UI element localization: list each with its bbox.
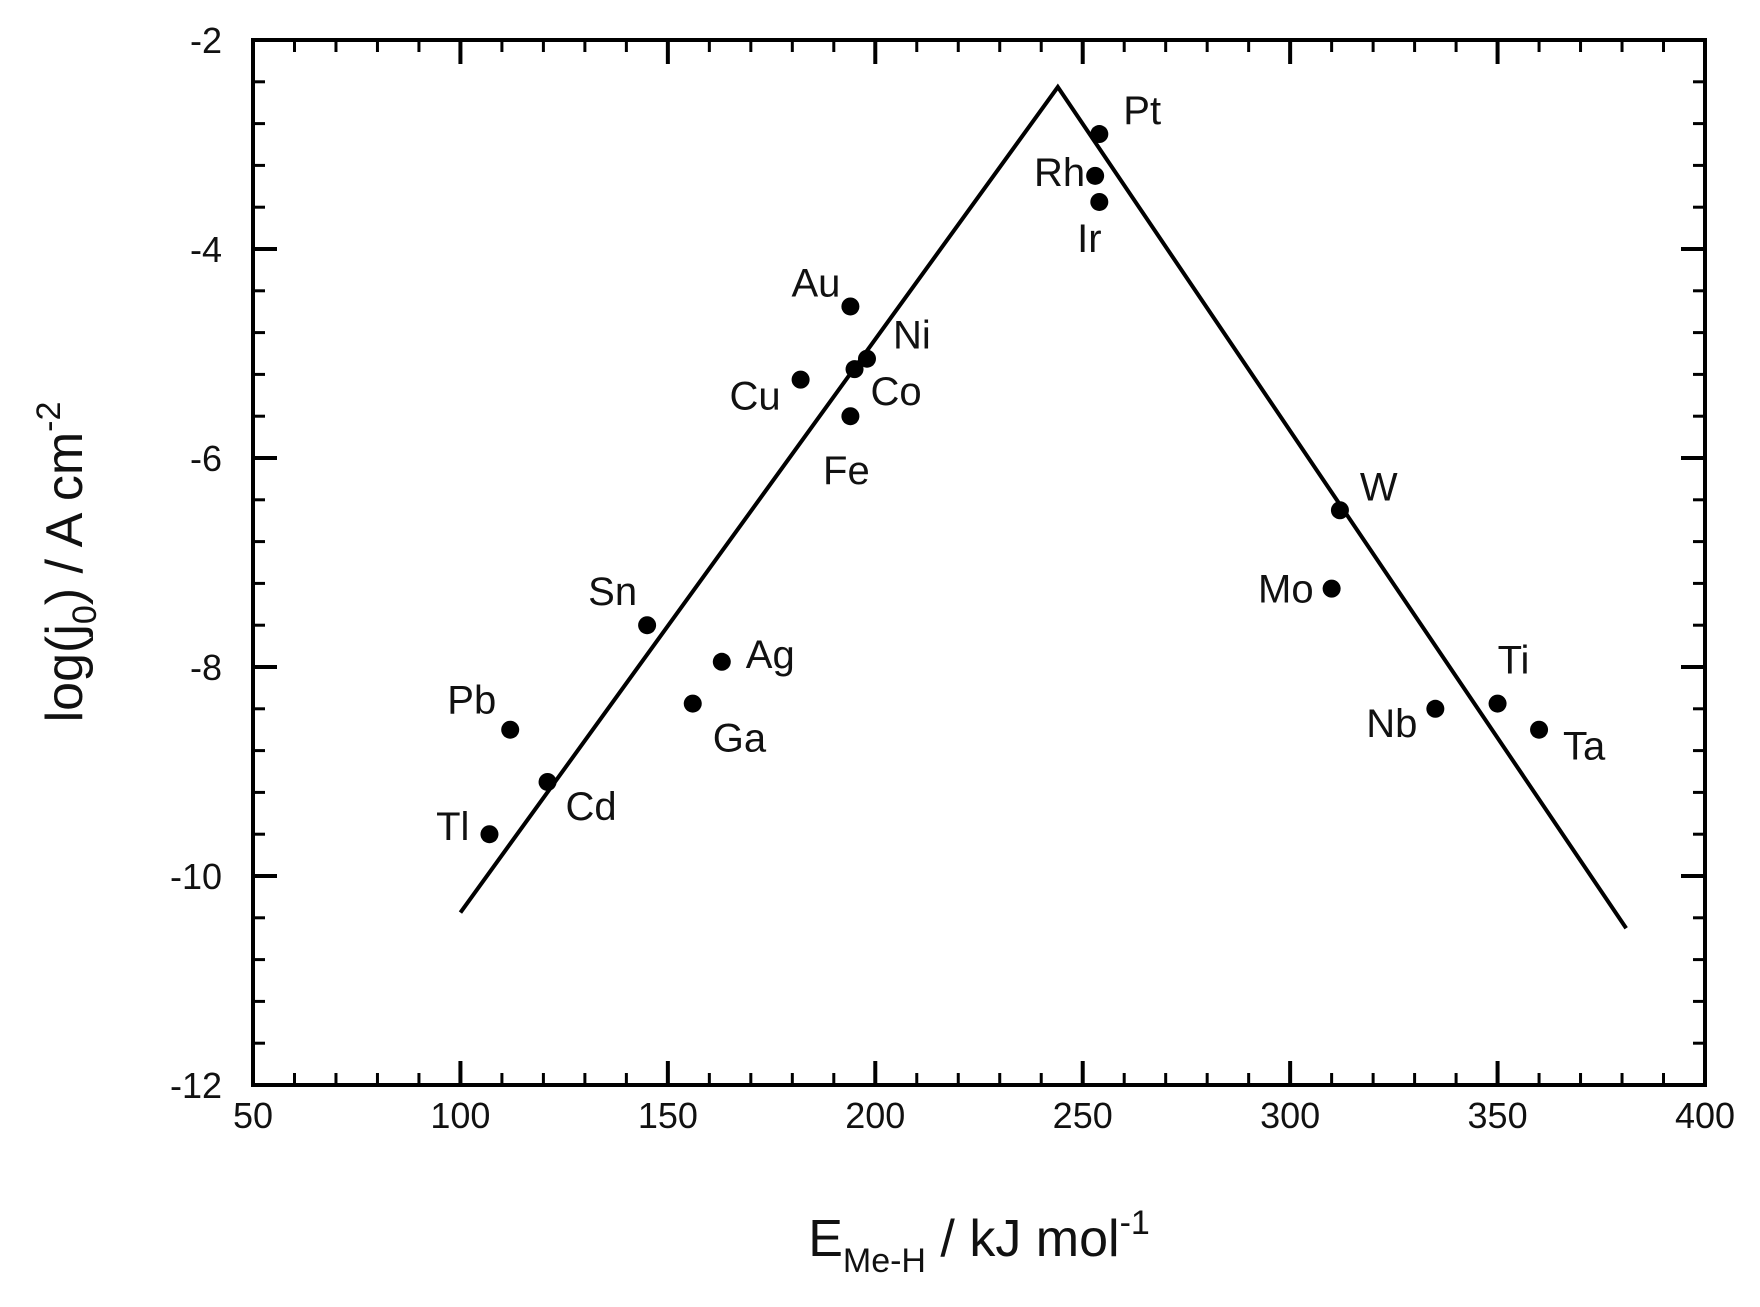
point-ta	[1530, 720, 1549, 739]
label-ti: Ti	[1498, 639, 1530, 683]
y-tick-labels: -12 -10 -8 -6 -4 -2	[170, 20, 222, 1106]
x-tick-label: 200	[845, 1095, 905, 1136]
point-mo	[1322, 579, 1341, 598]
label-ta: Ta	[1563, 725, 1606, 769]
point-ni	[857, 349, 876, 368]
label-ni: Ni	[893, 314, 931, 358]
point-au	[841, 297, 860, 316]
point-tl	[480, 825, 499, 844]
x-tick-label: 250	[1053, 1095, 1113, 1136]
x-tick-label: 300	[1260, 1095, 1320, 1136]
label-cd: Cd	[566, 785, 617, 829]
point-co	[845, 360, 864, 379]
point-sn	[638, 616, 657, 635]
label-ga: Ga	[713, 717, 767, 761]
point-fe	[841, 407, 860, 426]
label-pt: Pt	[1123, 89, 1161, 133]
x-tick-label: 400	[1675, 1095, 1735, 1136]
label-au: Au	[791, 261, 840, 305]
point-pb	[501, 720, 520, 739]
volcano-trend-line	[458, 83, 1628, 930]
point-ag	[712, 652, 731, 671]
label-ag: Ag	[746, 633, 795, 677]
label-fe: Fe	[823, 449, 870, 493]
point-cd	[538, 772, 557, 791]
point-ti	[1488, 694, 1507, 713]
label-rh: Rh	[1034, 151, 1085, 195]
point-pt	[1090, 125, 1109, 144]
y-tick-label: -10	[170, 856, 222, 897]
label-mo: Mo	[1258, 568, 1314, 612]
label-tl: Tl	[436, 805, 469, 849]
axis-ticks	[251, 38, 1707, 1087]
x-tick-label: 50	[233, 1095, 273, 1136]
label-co: Co	[871, 370, 922, 414]
point-w	[1330, 501, 1349, 520]
y-tick-label: -4	[190, 229, 222, 270]
x-tick-labels: 50 100 150 200 250 300 350 400	[233, 1095, 1735, 1136]
label-cu: Cu	[729, 375, 780, 419]
point-rh	[1086, 166, 1105, 185]
x-tick-label: 150	[638, 1095, 698, 1136]
label-ir: Ir	[1077, 217, 1101, 261]
point-ir	[1090, 192, 1109, 211]
data-points	[480, 125, 1549, 844]
y-tick-label: -12	[170, 1065, 222, 1106]
x-tick-label: 100	[430, 1095, 490, 1136]
label-pb: Pb	[447, 679, 496, 723]
label-w: W	[1360, 465, 1398, 509]
point-labels: Pt Rh Ir Au Ni Co Cu Fe W Mo Sn Ag Ga Ti Nb Ta Pb Cd Tl	[436, 89, 1606, 849]
y-tick-label: -2	[190, 20, 222, 61]
point-ga	[683, 694, 702, 713]
y-tick-label: -6	[190, 438, 222, 479]
label-sn: Sn	[588, 570, 637, 614]
point-nb	[1426, 699, 1445, 718]
point-cu	[791, 370, 810, 389]
y-axis-title: log(j0) / A cm-2	[30, 402, 104, 723]
plot-frame	[251, 38, 1707, 1087]
label-nb: Nb	[1366, 702, 1417, 746]
x-axis-title: EMe-H / kJ mol-1	[808, 1204, 1150, 1280]
x-tick-label: 350	[1468, 1095, 1528, 1136]
y-tick-label: -8	[190, 647, 222, 688]
